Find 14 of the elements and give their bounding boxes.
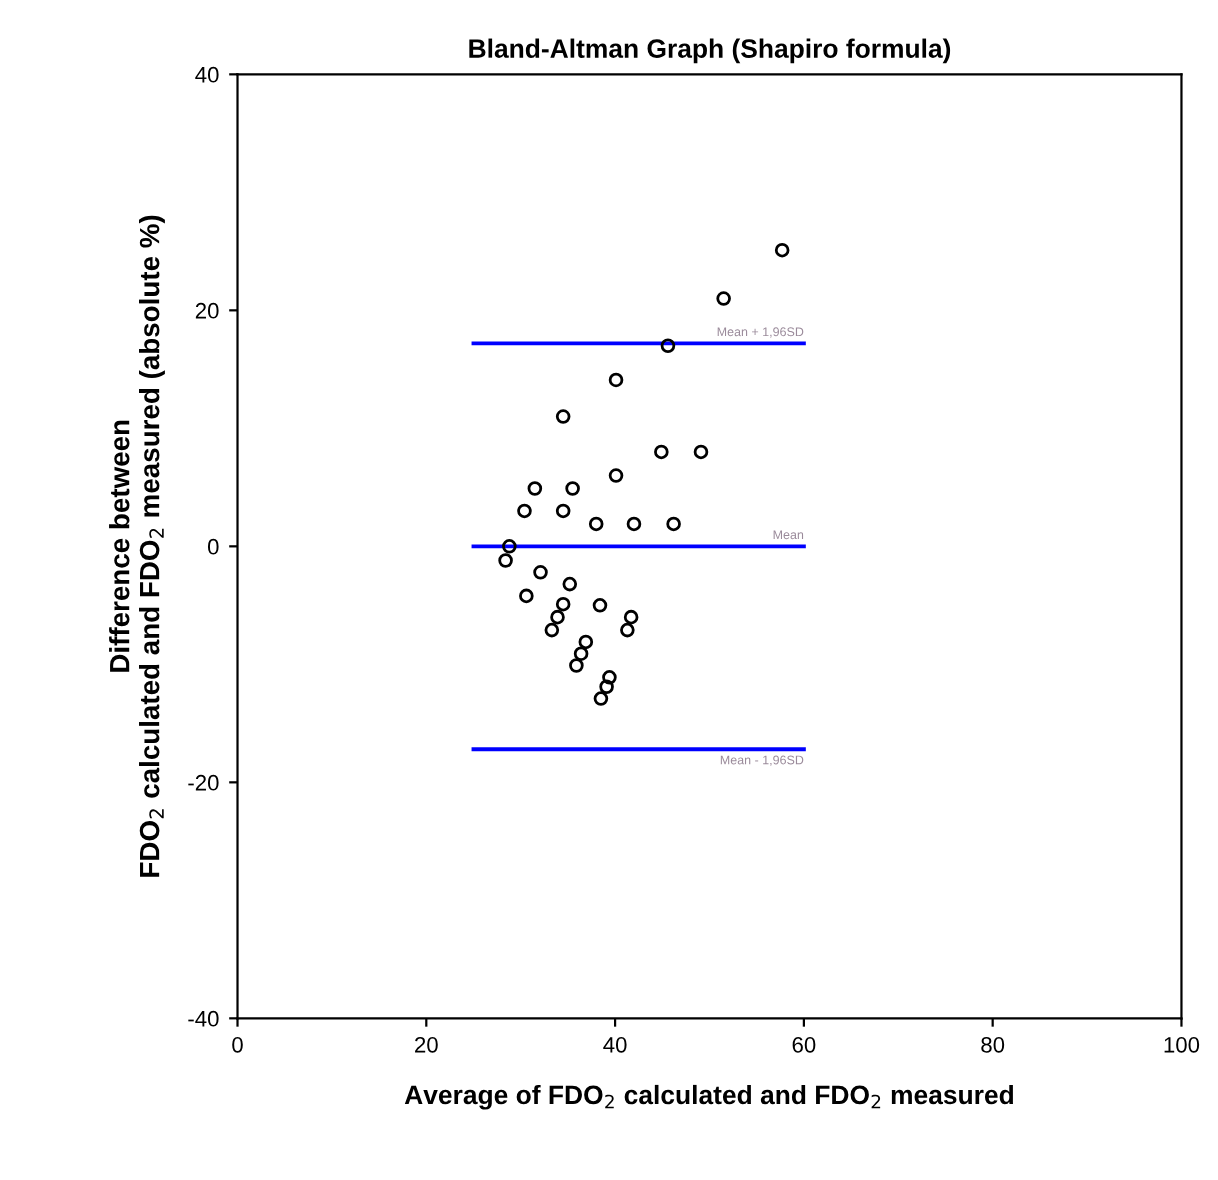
x-tick-label: 100 — [1164, 1036, 1200, 1053]
x-axis-title: Average of FDO$_{2}$ calculated and FDO$_{2}$ measured — [404, 1084, 1013, 1110]
x-tick-label: 0 — [232, 1036, 243, 1053]
chart-title: Bland-Altman Graph (Shapiro formula) — [469, 38, 951, 64]
x-tick-label: 80 — [981, 1036, 1005, 1053]
y-tick-label: -20 — [188, 774, 219, 791]
y-tick-label: 0 — [207, 538, 219, 555]
x-tick-label: 60 — [792, 1036, 816, 1053]
x-tick-label: 20 — [415, 1036, 438, 1053]
y-tick-label: 40 — [195, 66, 219, 83]
y-tick-label: -40 — [188, 1010, 219, 1027]
x-tick-label: 40 — [603, 1036, 627, 1053]
y-tick-label: 20 — [195, 302, 219, 319]
text: Difference between FDO$_{2}$ calculated and FDO$_{2}$ measured (absolute %) — [109, 215, 165, 877]
